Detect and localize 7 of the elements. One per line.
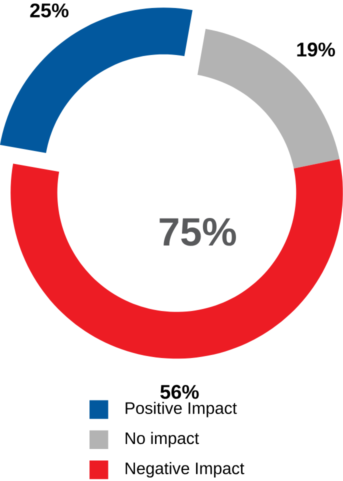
legend-label: No impact — [126, 432, 200, 448]
data-label: 19% — [297, 42, 336, 57]
legend-label: Positive Impact — [126, 402, 237, 418]
data-label: 25% — [30, 3, 69, 18]
data-label: 56% — [160, 384, 199, 399]
text: 75% — [160, 218, 236, 246]
legend-label: Negative Impact — [126, 462, 244, 478]
